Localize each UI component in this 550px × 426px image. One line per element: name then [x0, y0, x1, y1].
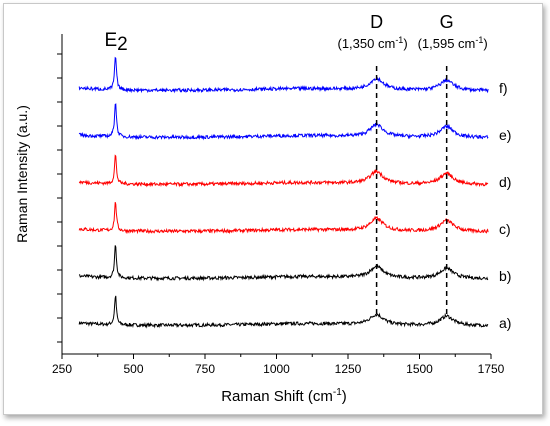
figure-frame: 250 500 750 1000 1250 1500 1750 Raman Shift (c… — [3, 3, 543, 415]
peak-guides — [375, 66, 448, 316]
x-axis-label: Raman Shift (cm-1) — [221, 387, 347, 405]
series-label: a) — [499, 315, 511, 331]
d-peak-label: D — [370, 12, 383, 32]
series-line — [78, 103, 489, 141]
series-label: e) — [499, 127, 511, 143]
x-tick-label: 1250 — [335, 362, 362, 376]
x-tick-label: 500 — [123, 362, 143, 376]
series-line — [78, 201, 489, 235]
series-label: c) — [499, 221, 511, 237]
series-labels: a) b) c) d) e) f) — [499, 80, 511, 331]
x-tick-label: 1000 — [263, 362, 290, 376]
x-tick-label: 750 — [195, 362, 215, 376]
g-peak-label: G — [440, 12, 454, 32]
e2-peak-label: E2 — [104, 30, 127, 55]
raman-chart: 250 500 750 1000 1250 1500 1750 Raman Shift (c… — [14, 12, 511, 405]
series-label: d) — [499, 174, 511, 190]
d-peak-wavenumber: (1,350 cm-1) — [338, 35, 408, 51]
x-tick-label: 250 — [52, 362, 72, 376]
x-ticks: 250 500 750 1000 1250 1500 1750 — [52, 354, 505, 376]
series-layer — [78, 56, 489, 329]
x-tick-label: 1750 — [478, 362, 505, 376]
series-line — [78, 245, 489, 282]
series-label: f) — [499, 80, 508, 96]
series-line — [78, 154, 489, 188]
series-line — [78, 56, 489, 94]
x-tick-label: 1500 — [406, 362, 433, 376]
y-axis-label: Raman Intensity (a.u.) — [14, 105, 30, 243]
series-label: b) — [499, 268, 511, 284]
g-peak-wavenumber: (1,595 cm-1) — [418, 35, 488, 51]
series-line — [78, 295, 489, 329]
y-ticks — [57, 53, 62, 343]
